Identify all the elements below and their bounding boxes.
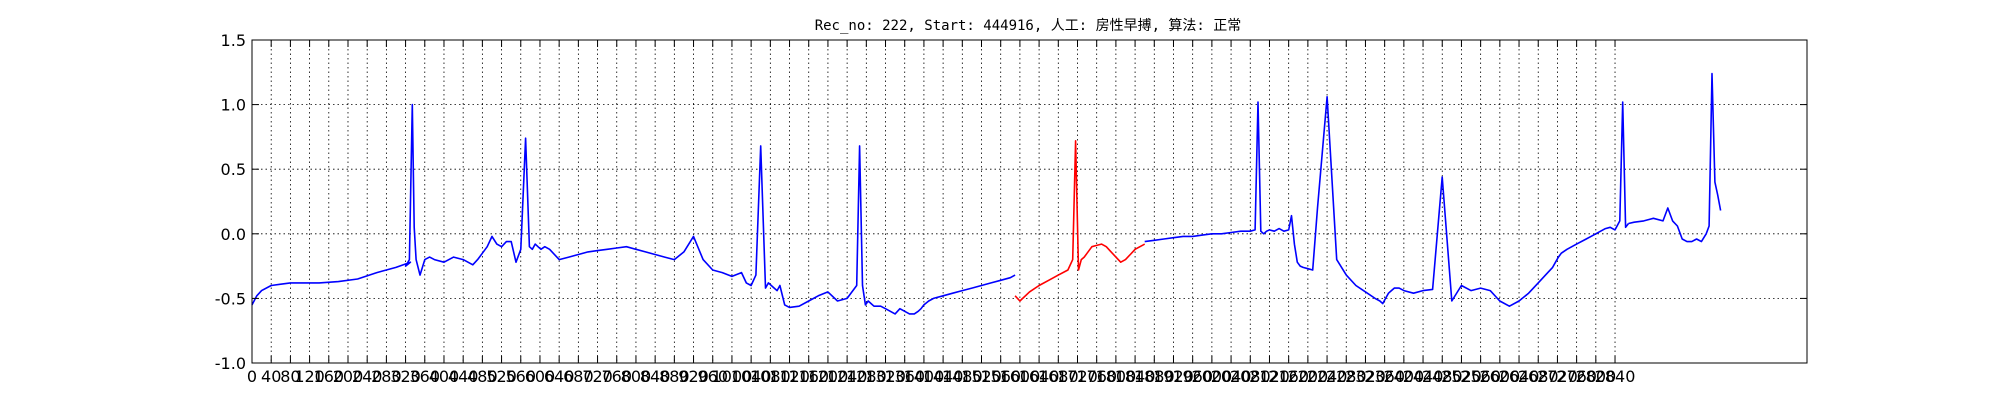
x-tick-label: 2400 bbox=[1383, 367, 1424, 386]
x-tick-label: 1400 bbox=[904, 367, 945, 386]
x-tick-label: 2760 bbox=[1556, 367, 1597, 386]
x-tick-label: 1520 bbox=[961, 367, 1002, 386]
x-tick-label: 40 bbox=[261, 367, 281, 386]
x-axis: 0 408012016020024028032036040044048052056… bbox=[247, 40, 1635, 386]
x-tick-label: 600 bbox=[525, 367, 556, 386]
y-tick-label: 0.0 bbox=[221, 225, 246, 244]
x-tick-label: 1840 bbox=[1115, 367, 1156, 386]
x-tick-label: 440 bbox=[448, 367, 479, 386]
x-tick-label: 2240 bbox=[1307, 367, 1348, 386]
x-tick-label: 120 bbox=[294, 367, 325, 386]
series-lines bbox=[251, 72, 1722, 315]
x-tick-label: 2280 bbox=[1326, 367, 1367, 386]
x-tick-label: 1120 bbox=[769, 367, 810, 386]
y-tick-label: -1.0 bbox=[215, 354, 246, 373]
x-tick-label: 680 bbox=[563, 367, 594, 386]
x-tick-label: 240 bbox=[352, 367, 383, 386]
x-tick-label: 880 bbox=[659, 367, 690, 386]
x-tick-label: 2000 bbox=[1192, 367, 1233, 386]
x-tick-label: 640 bbox=[544, 367, 575, 386]
x-tick-label: 1800 bbox=[1096, 367, 1137, 386]
x-tick-label: 720 bbox=[582, 367, 613, 386]
x-tick-label: 2320 bbox=[1345, 367, 1386, 386]
x-tick-label: 360 bbox=[410, 367, 441, 386]
x-tick-label: 1320 bbox=[865, 367, 906, 386]
x-tick-label: 1880 bbox=[1134, 367, 1175, 386]
x-tick-label: 2840 bbox=[1595, 367, 1636, 386]
x-tick-label: 960 bbox=[697, 367, 728, 386]
grid-lines bbox=[252, 40, 1807, 363]
x-tick-label: 760 bbox=[601, 367, 632, 386]
y-tick-label: -0.5 bbox=[215, 289, 246, 308]
ecg-series-line-2 bbox=[1014, 140, 1146, 302]
x-tick-label: 320 bbox=[390, 367, 421, 386]
x-tick-label: 1640 bbox=[1019, 367, 1060, 386]
x-tick-label: 480 bbox=[467, 367, 498, 386]
x-tick-label: 1720 bbox=[1057, 367, 1098, 386]
x-tick-label: 2360 bbox=[1364, 367, 1405, 386]
x-tick-label: 2480 bbox=[1422, 367, 1463, 386]
x-tick-label: 920 bbox=[678, 367, 709, 386]
x-tick-label: 1360 bbox=[884, 367, 925, 386]
x-tick-label: 1280 bbox=[846, 367, 887, 386]
y-axis: 1.5 1.0 0.5 0.0 -0.5 -1.0 bbox=[215, 31, 1807, 373]
x-tick-label: 1560 bbox=[980, 367, 1021, 386]
x-tick-label: 1440 bbox=[923, 367, 964, 386]
x-tick-label: 840 bbox=[640, 367, 671, 386]
x-tick-label: 1680 bbox=[1038, 367, 1079, 386]
x-tick-label: 2600 bbox=[1479, 367, 1520, 386]
x-tick-label: 1600 bbox=[1000, 367, 1041, 386]
x-tick-label: 2720 bbox=[1537, 367, 1578, 386]
x-tick-label: 1240 bbox=[827, 367, 868, 386]
chart-title: Rec_no: 222, Start: 444916, 人工: 房性早搏, 算法… bbox=[815, 17, 1242, 34]
x-tick-label: 400 bbox=[429, 367, 460, 386]
x-tick-label: 520 bbox=[486, 367, 517, 386]
x-tick-label: 2440 bbox=[1403, 367, 1444, 386]
y-tick-label: 1.5 bbox=[221, 31, 246, 50]
x-tick-label: 2560 bbox=[1460, 367, 1501, 386]
x-tick-label: 2800 bbox=[1575, 367, 1616, 386]
x-tick-label: 1160 bbox=[788, 367, 829, 386]
x-tick-label: 1200 bbox=[808, 367, 849, 386]
x-tick-label: 280 bbox=[371, 367, 402, 386]
x-tick-label: 800 bbox=[621, 367, 652, 386]
x-tick-label: 200 bbox=[333, 367, 364, 386]
x-tick-label: 1760 bbox=[1076, 367, 1117, 386]
y-tick-label: 0.5 bbox=[221, 160, 246, 179]
x-tick-label: 2040 bbox=[1211, 367, 1252, 386]
y-tick-label: 1.0 bbox=[221, 96, 246, 115]
x-tick-label: 1080 bbox=[750, 367, 791, 386]
x-tick-label: 2120 bbox=[1249, 367, 1290, 386]
x-tick-label: 2680 bbox=[1518, 367, 1559, 386]
x-tick-label: 2080 bbox=[1230, 367, 1271, 386]
x-tick-label: 160 bbox=[314, 367, 345, 386]
x-tick-label: 2160 bbox=[1268, 367, 1309, 386]
plot-area-frame bbox=[251, 39, 1808, 364]
x-tick-label: 1040 bbox=[731, 367, 772, 386]
x-tick-label: 2520 bbox=[1441, 367, 1482, 386]
x-tick-label: 560 bbox=[505, 367, 536, 386]
x-tick-label: 2640 bbox=[1499, 367, 1540, 386]
x-tick-label: 1920 bbox=[1153, 367, 1194, 386]
ecg-series-line-1 bbox=[251, 103, 1016, 315]
x-tick-label: 1480 bbox=[942, 367, 983, 386]
x-tick-label: 1000 bbox=[712, 367, 753, 386]
x-tick-label: 2200 bbox=[1288, 367, 1329, 386]
ecg-series-line-4 bbox=[1628, 72, 1722, 243]
x-tick-label: 1960 bbox=[1172, 367, 1213, 386]
x-tick-label: 80 bbox=[280, 367, 300, 386]
ecg-series-line-3 bbox=[1144, 96, 1630, 308]
x-tick-label: 0 bbox=[247, 367, 257, 386]
